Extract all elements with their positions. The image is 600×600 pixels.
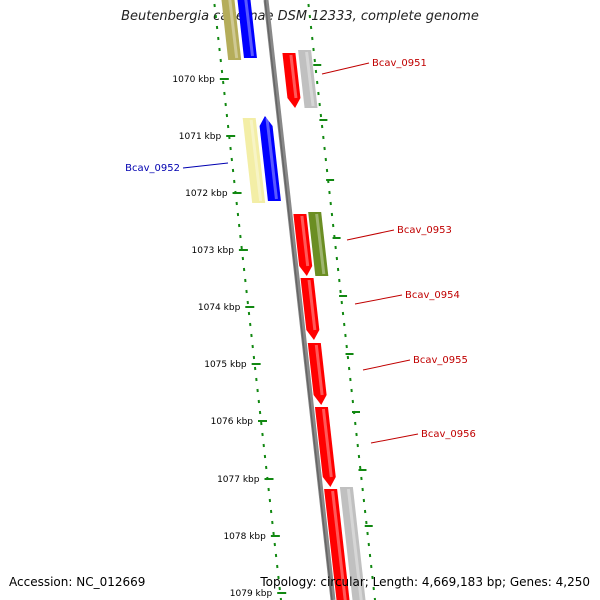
gene-red-bottom-highlight bbox=[331, 490, 347, 600]
gene-bcav-0956-highlight bbox=[321, 408, 333, 478]
gene-leader-line bbox=[362, 359, 411, 371]
gene-blue-top-body[interactable] bbox=[236, 0, 257, 58]
kbp-tick-label: 1071 kbp bbox=[179, 132, 222, 142]
gene-red-bottom[interactable] bbox=[324, 489, 351, 600]
kbp-tick-label: 1073 kbp bbox=[192, 246, 235, 256]
kbp-tick-label: 1074 kbp bbox=[198, 303, 241, 313]
gene-bcav-0951[interactable] bbox=[282, 53, 301, 108]
gene-bcav-0953-body[interactable] bbox=[293, 214, 313, 276]
map-title: Beutenbergia cavernae DSM 12333, complet… bbox=[121, 9, 479, 24]
gene-blue-top-highlight bbox=[244, 0, 254, 57]
gene-bcav-0954-highlight bbox=[307, 279, 317, 331]
gene-bcav-0953[interactable] bbox=[293, 214, 313, 276]
gene-label[interactable]: Bcav_0955 bbox=[413, 355, 468, 366]
gene-label[interactable]: Bcav_0953 bbox=[397, 225, 452, 236]
gene-bcav-0951-body[interactable] bbox=[282, 53, 301, 108]
gene-khaki-top[interactable] bbox=[220, 0, 242, 60]
backbone-edge bbox=[264, 0, 333, 600]
gene-bcav-0955-body[interactable] bbox=[307, 343, 327, 405]
gene-bcav-0952-highlight bbox=[265, 117, 278, 200]
gene-bcav-0954-body[interactable] bbox=[300, 278, 320, 340]
gene-pale-0952-body[interactable] bbox=[242, 118, 266, 203]
gene-khaki-top-body[interactable] bbox=[220, 0, 242, 60]
gene-bcav-0955[interactable] bbox=[307, 343, 327, 405]
left-scale-line bbox=[213, 3, 283, 600]
backbone-line bbox=[263, 0, 336, 600]
kbp-tick-label: 1075 kbp bbox=[204, 360, 247, 370]
kbp-tick-label: 1078 kbp bbox=[223, 532, 266, 542]
gene-olive-0953-highlight bbox=[315, 213, 326, 275]
kbp-tick-label: 1077 kbp bbox=[217, 475, 260, 485]
gene-leader-line bbox=[354, 294, 403, 305]
kbp-tick-label: 1072 kbp bbox=[185, 189, 228, 199]
gene-bcav-0952[interactable] bbox=[259, 116, 281, 201]
gene-grey-0951-highlight bbox=[305, 51, 315, 107]
accession-text: Accession: NC_012669 bbox=[9, 575, 146, 589]
gene-leader-line bbox=[182, 162, 229, 169]
gene-leader-line bbox=[370, 433, 419, 444]
gene-grey-bottom[interactable] bbox=[339, 487, 367, 600]
gene-bcav-0955-highlight bbox=[314, 344, 324, 396]
gene-pale-0952-highlight bbox=[249, 119, 263, 202]
gene-red-bottom-body[interactable] bbox=[324, 489, 351, 600]
gene-bcav-0956-body[interactable] bbox=[314, 407, 336, 487]
kbp-tick-label: 1076 kbp bbox=[211, 417, 254, 427]
gene-bcav-0952-body[interactable] bbox=[259, 116, 281, 201]
gene-leader-line bbox=[321, 62, 370, 75]
gene-bcav-0953-highlight bbox=[300, 215, 310, 267]
genome-summary: Topology: circular; Length: 4,669,183 bp… bbox=[260, 575, 590, 589]
gene-bcav-0951-highlight bbox=[289, 54, 298, 99]
gene-bcav-0956[interactable] bbox=[314, 407, 336, 487]
gene-leader-line bbox=[346, 229, 395, 241]
gene-grey-0951-body[interactable] bbox=[298, 50, 318, 108]
gene-khaki-top-highlight bbox=[228, 0, 239, 59]
gene-grey-bottom-body[interactable] bbox=[339, 487, 367, 600]
gene-blue-top[interactable] bbox=[236, 0, 257, 58]
gene-olive-0953[interactable] bbox=[308, 212, 329, 276]
right-scale-line bbox=[307, 3, 377, 600]
gene-pale-0952[interactable] bbox=[242, 118, 266, 203]
gene-grey-bottom-highlight bbox=[346, 488, 363, 600]
kbp-tick-label: 1079 kbp bbox=[230, 589, 273, 599]
gene-label[interactable]: Bcav_0951 bbox=[372, 58, 427, 69]
gene-label[interactable]: Bcav_0952 bbox=[125, 163, 180, 174]
gene-label[interactable]: Bcav_0954 bbox=[405, 290, 460, 301]
gene-bcav-0954[interactable] bbox=[300, 278, 320, 340]
gene-olive-0953-body[interactable] bbox=[308, 212, 329, 276]
kbp-tick-label: 1070 kbp bbox=[172, 75, 215, 85]
gene-grey-0951[interactable] bbox=[298, 50, 318, 108]
gene-label[interactable]: Bcav_0956 bbox=[421, 429, 476, 440]
